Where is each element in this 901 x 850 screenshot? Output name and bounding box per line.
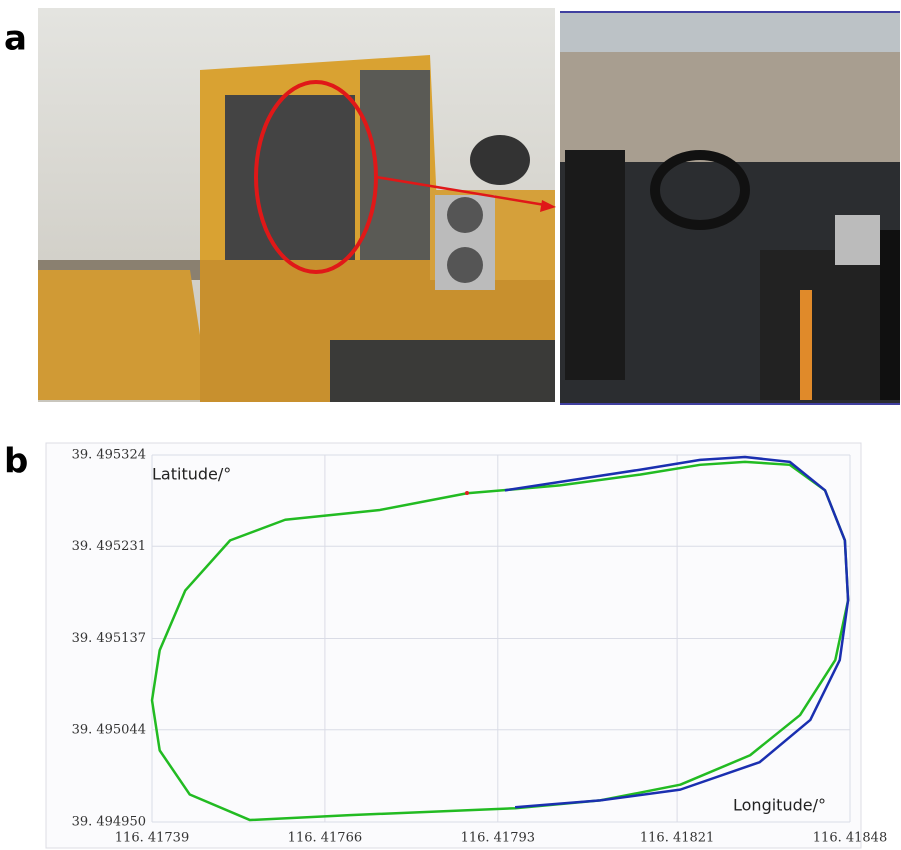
figure: a b 39. 495324 39. 495231 39. 495137 39. 49… <box>0 0 901 850</box>
x-tick-label: 116. 41766 <box>288 831 362 846</box>
axis-label: Longitude/° <box>733 796 826 815</box>
panel-label: a <box>4 19 27 59</box>
x-tick-label: 116. 41793 <box>461 831 535 846</box>
x-tick-label: 116. 41739 <box>115 831 189 846</box>
y-tick-label: 39. 495324 <box>72 448 146 463</box>
axis-label: Latitude/° <box>152 465 231 484</box>
marker <box>465 491 469 495</box>
y-tick-label: 39. 495044 <box>72 722 146 737</box>
plot-area <box>46 443 861 848</box>
y-tick-label: 39. 495231 <box>72 539 146 554</box>
y-tick-label: 39. 495137 <box>72 631 146 646</box>
photo-loader <box>38 8 556 402</box>
x-tick-label: 116. 41848 <box>813 831 887 846</box>
panel-label: b <box>4 442 28 482</box>
x-tick-label: 116. 41821 <box>640 831 714 846</box>
photo-cab <box>560 12 900 405</box>
y-tick-label: 39. 494950 <box>72 815 146 830</box>
